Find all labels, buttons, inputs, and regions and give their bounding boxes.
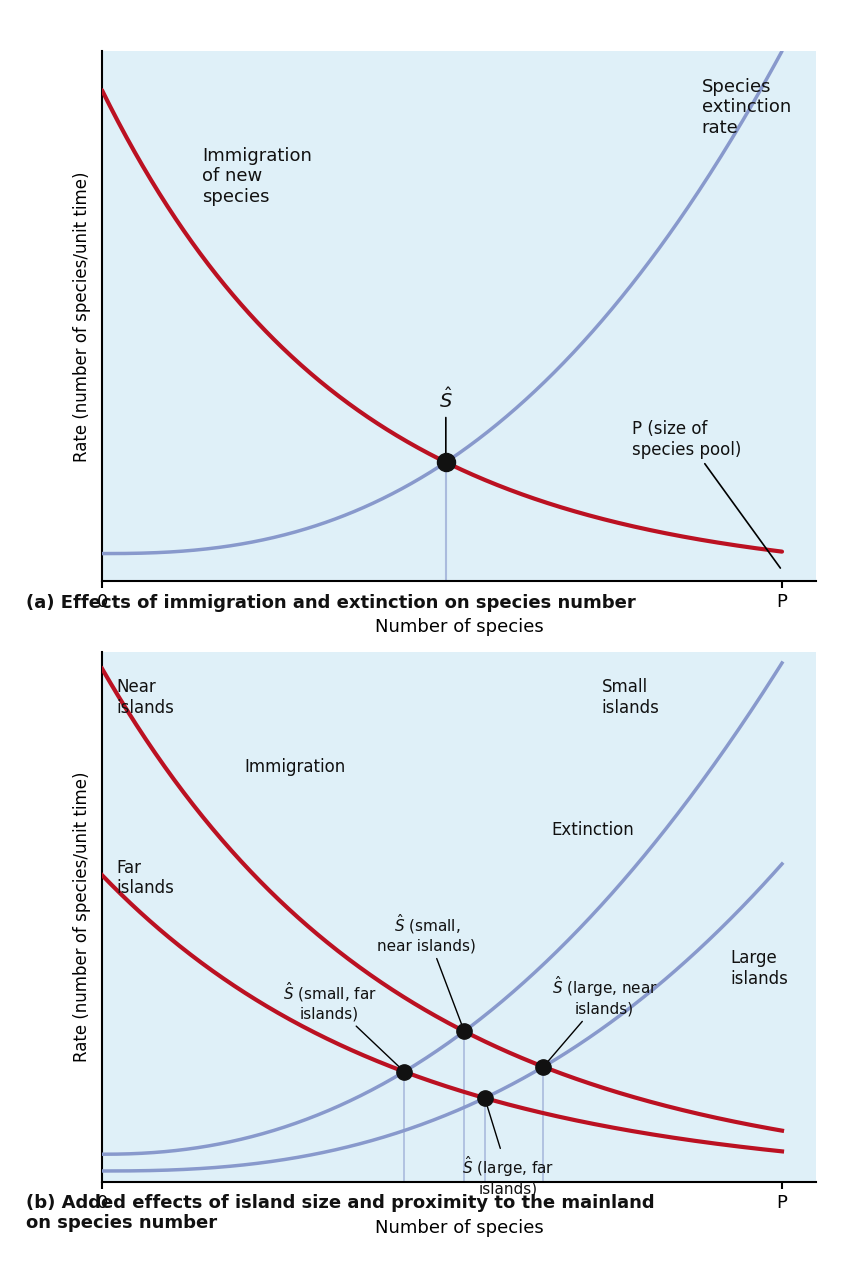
Text: Near
islands: Near islands	[116, 679, 174, 717]
Text: $\hat{S}$ (large, near
islands): $\hat{S}$ (large, near islands)	[545, 974, 658, 1065]
Text: $\hat{S}$ (small, far
islands): $\hat{S}$ (small, far islands)	[282, 980, 402, 1070]
Text: $\hat{S}$: $\hat{S}$	[439, 387, 453, 460]
Text: Immigration: Immigration	[245, 758, 346, 776]
Text: Small
islands: Small islands	[602, 679, 660, 717]
Text: Species
extinction
rate: Species extinction rate	[702, 78, 791, 137]
Text: P (size of
species pool): P (size of species pool)	[632, 420, 780, 569]
Text: (a) Effects of immigration and extinction on species number: (a) Effects of immigration and extinctio…	[26, 594, 635, 612]
X-axis label: Number of species: Number of species	[375, 1219, 543, 1237]
Text: $\hat{S}$ (large, far
islands): $\hat{S}$ (large, far islands)	[462, 1100, 554, 1196]
Text: Extinction: Extinction	[552, 822, 635, 840]
Y-axis label: Rate (number of species/unit time): Rate (number of species/unit time)	[73, 772, 91, 1062]
Y-axis label: Rate (number of species/unit time): Rate (number of species/unit time)	[73, 171, 91, 461]
Text: (b) Added effects of island size and proximity to the mainland
on species number: (b) Added effects of island size and pro…	[26, 1194, 654, 1232]
X-axis label: Number of species: Number of species	[375, 619, 543, 636]
Text: Far
islands: Far islands	[116, 859, 174, 897]
Text: Immigration
of new
species: Immigration of new species	[202, 147, 312, 206]
Text: $\hat{S}$ (small,
near islands): $\hat{S}$ (small, near islands)	[377, 911, 476, 1029]
Text: Large
islands: Large islands	[730, 948, 788, 988]
